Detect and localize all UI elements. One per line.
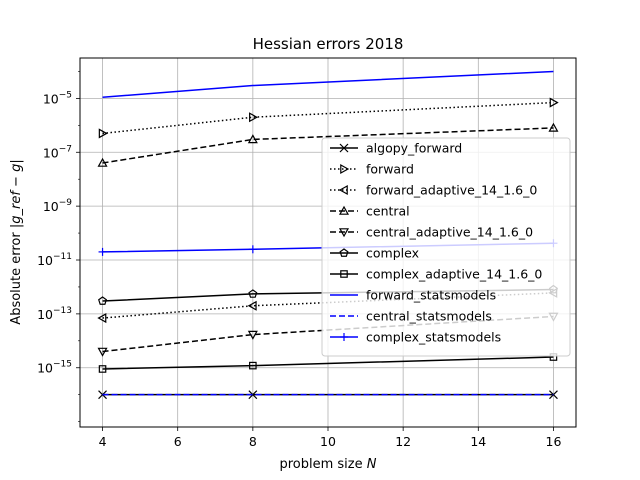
x-tick-label: 16 bbox=[546, 434, 562, 449]
marker-square bbox=[249, 361, 257, 370]
legend-label: central_adaptive_14_1.6_0 bbox=[366, 225, 533, 240]
x-tick-label: 8 bbox=[249, 434, 257, 449]
legend-label: forward bbox=[366, 162, 414, 177]
marker-plus bbox=[98, 247, 107, 256]
marker-x bbox=[248, 390, 258, 400]
marker-triangle-right bbox=[340, 163, 350, 175]
legend-label: algopy_forward bbox=[366, 141, 462, 156]
legend-label: forward_adaptive_14_1.6_0 bbox=[366, 183, 537, 198]
series-line bbox=[102, 70, 554, 99]
legend-label: complex_statsmodels bbox=[366, 330, 501, 345]
x-tick-label: 4 bbox=[99, 434, 107, 449]
legend-label: complex bbox=[366, 246, 419, 261]
legend-item-forward_statsmodels: forward_statsmodels bbox=[330, 288, 496, 303]
legend-box bbox=[321, 137, 571, 357]
y-tick-label: 10−5 bbox=[43, 90, 72, 106]
marker-triangle-left bbox=[97, 313, 107, 324]
y-tick-label: 10−11 bbox=[37, 252, 72, 268]
marker-x bbox=[339, 143, 349, 153]
series-forward bbox=[98, 97, 559, 139]
legend-item-central_adaptive_14_1.6_0: central_adaptive_14_1.6_0 bbox=[330, 225, 533, 240]
series-line bbox=[102, 356, 554, 370]
marker-pentagon bbox=[98, 296, 108, 305]
legend-item-forward_adaptive_14_1.6_0: forward_adaptive_14_1.6_0 bbox=[330, 183, 537, 198]
y-tick-label: 10−15 bbox=[37, 360, 72, 376]
legend-item-complex_statsmodels: complex_statsmodels bbox=[330, 330, 501, 345]
marker-triangle-up bbox=[338, 205, 350, 215]
y-tick-label: 10−9 bbox=[43, 198, 72, 214]
marker-triangle-left bbox=[338, 184, 348, 196]
y-axis-title: Absolute error |g_ref − g| bbox=[9, 159, 24, 324]
chart-title: Hessian errors 2018 bbox=[253, 35, 404, 53]
legend-label: complex_adaptive_14_1.6_0 bbox=[366, 267, 542, 282]
marker-plus bbox=[340, 333, 348, 341]
y-tick-label: 10−13 bbox=[37, 306, 72, 322]
x-tick-label: 14 bbox=[470, 434, 486, 449]
legend-item-central: central bbox=[330, 204, 410, 219]
marker-triangle-up bbox=[97, 157, 108, 167]
marker-triangle-up bbox=[247, 134, 258, 144]
y-axis-title-expr: |g_ref − g| bbox=[9, 159, 24, 228]
x-tick-label: 10 bbox=[320, 434, 336, 449]
series-central bbox=[97, 122, 559, 167]
legend-label: central_statsmodels bbox=[366, 309, 492, 324]
marker-triangle-down bbox=[338, 228, 350, 238]
x-tick-label: 12 bbox=[395, 434, 411, 449]
marker-pentagon bbox=[248, 289, 258, 298]
marker-triangle-right bbox=[249, 112, 259, 123]
legend-item-central_statsmodels: central_statsmodels bbox=[330, 309, 492, 324]
marker-square bbox=[340, 270, 348, 278]
y-tick-label: 10−7 bbox=[43, 144, 72, 160]
marker-triangle-right bbox=[549, 97, 559, 108]
x-axis-title-var: N bbox=[367, 457, 377, 472]
axis-ticks: 4 6 8 10 12 14 16 10−15 10−13 10−11 10−9 10−7 10−5 bbox=[37, 71, 561, 449]
legend-item-algopy_forward: algopy_forward bbox=[330, 141, 462, 156]
series-forward_statsmodels bbox=[102, 70, 554, 99]
x-axis-title: problem size N bbox=[279, 457, 376, 472]
legend-item-forward: forward bbox=[330, 162, 414, 177]
series-line bbox=[102, 127, 554, 164]
x-tick-label: 6 bbox=[174, 434, 182, 449]
marker-triangle-down bbox=[97, 347, 108, 357]
legend-item-complex_adaptive_14_1.6_0: complex_adaptive_14_1.6_0 bbox=[330, 267, 542, 282]
x-axis-title-text: problem size bbox=[279, 457, 362, 472]
legend-item-complex: complex bbox=[330, 246, 419, 261]
marker-triangle-left bbox=[247, 300, 257, 311]
legend-label: central bbox=[366, 204, 410, 219]
marker-pentagon bbox=[339, 248, 349, 257]
marker-square bbox=[98, 365, 107, 373]
marker-triangle-down bbox=[247, 330, 258, 340]
legend-label: forward_statsmodels bbox=[366, 288, 496, 303]
marker-triangle-right bbox=[98, 128, 108, 139]
marker-plus bbox=[248, 245, 257, 254]
y-axis-title-text: Absolute error bbox=[9, 232, 24, 325]
marker-triangle-up bbox=[548, 122, 559, 132]
